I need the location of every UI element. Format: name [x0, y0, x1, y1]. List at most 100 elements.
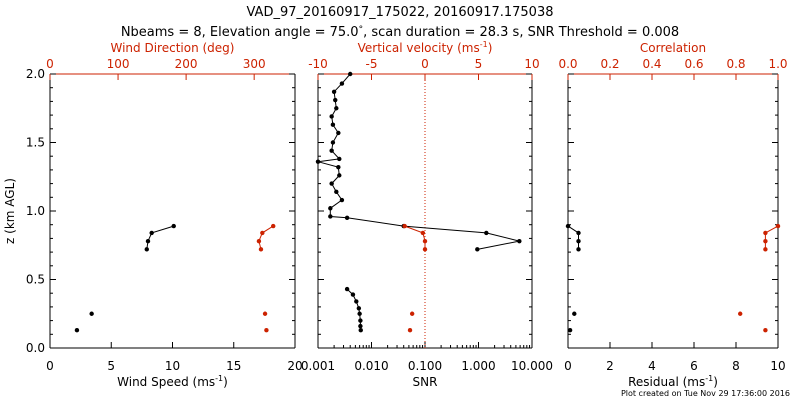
panel-1-x-label-part-2: ): [223, 375, 228, 389]
data-point: [358, 323, 363, 329]
panel-3-x-label-part-1: -1: [705, 374, 713, 383]
data-point: [422, 247, 428, 252]
data-point: [330, 122, 336, 127]
title-line2-degree: °: [359, 25, 364, 35]
x-tick-label: 10: [770, 359, 785, 373]
x-tick-label: 0.010: [354, 359, 388, 373]
data-point: [475, 247, 480, 252]
top-tick-label: -10: [308, 57, 328, 71]
data-point: [420, 230, 426, 236]
top-tick-label: 0: [421, 57, 429, 71]
data-point: [336, 164, 341, 170]
x-tick-label: 20: [287, 359, 302, 373]
series-line: [258, 225, 274, 250]
data-point: [329, 114, 334, 119]
x-tick-label: 2: [606, 359, 614, 373]
y-tick-label: 1.0: [26, 204, 45, 218]
data-point: [145, 238, 151, 244]
title-line2-part2: , scan duration = 28.3 s, SNR Threshold …: [363, 25, 679, 40]
data-point: [357, 311, 362, 316]
x-tick-label: 0: [564, 359, 572, 373]
top-tick-label: 0.6: [684, 57, 703, 71]
x-tick-label: 0: [46, 359, 54, 373]
x-tick-label: 4: [648, 359, 656, 373]
top-tick-label: 0.2: [600, 57, 619, 71]
top-tick-label: 200: [175, 57, 198, 71]
data-point: [576, 230, 581, 236]
data-point: [329, 181, 334, 186]
x-tick-label: 15: [226, 359, 241, 373]
x-tick-label: 8: [732, 359, 740, 373]
data-point: [74, 327, 80, 333]
data-point: [329, 148, 334, 153]
y-tick-label: 0.5: [26, 273, 45, 287]
data-point: [337, 173, 342, 178]
data-point: [348, 71, 353, 77]
data-point: [738, 311, 743, 316]
data-point: [339, 197, 345, 203]
y-tick-label: 0.0: [26, 341, 45, 355]
series-line: [146, 225, 174, 250]
data-point: [763, 238, 768, 244]
data-point: [356, 306, 362, 311]
panel-3-x-label-part-0: Residual (ms: [628, 375, 705, 389]
top-tick-label: 0: [46, 57, 54, 71]
data-point: [337, 156, 342, 162]
top-tick-label: 100: [107, 57, 130, 71]
data-point: [336, 130, 341, 136]
x-tick-label: 5: [107, 359, 115, 373]
top-tick-label: 10: [524, 57, 539, 71]
data-point: [171, 223, 176, 229]
x-tick-label: 0.100: [408, 359, 442, 373]
series-line: [764, 225, 779, 250]
data-point: [407, 327, 413, 333]
top-tick-label: 5: [475, 57, 483, 71]
data-point: [330, 140, 336, 145]
data-point: [328, 214, 333, 219]
x-tick-label: 0.001: [301, 359, 335, 373]
top-tick-label: 0.4: [642, 57, 661, 71]
top-tick-label: 0.8: [726, 57, 745, 71]
x-tick-label: 6: [690, 359, 698, 373]
data-point: [576, 238, 581, 244]
top-tick-label: 300: [243, 57, 266, 71]
data-point: [344, 215, 350, 221]
panel-2-top-label-part-2: ): [488, 41, 493, 55]
footer-timestamp: Plot created on Tue Nov 29 17:36:00 2016: [621, 389, 790, 398]
data-point: [422, 238, 428, 244]
panel-1-x-label-part-1: -1: [215, 374, 223, 383]
data-point: [409, 311, 415, 316]
x-tick-label: 10: [165, 359, 180, 373]
data-point: [572, 311, 577, 316]
data-point: [256, 238, 262, 244]
data-point: [350, 292, 356, 297]
data-point: [328, 206, 333, 211]
data-point: [149, 230, 154, 236]
panel-3-x-label: Residual (ms-1): [628, 374, 718, 389]
data-point: [358, 327, 363, 333]
panel-2-x-label: SNR: [413, 375, 438, 389]
data-point: [565, 223, 571, 229]
data-point: [334, 106, 339, 111]
series-line: [317, 73, 520, 250]
data-point: [567, 327, 573, 333]
data-point: [517, 238, 522, 244]
panel-1-x-label: Wind Speed (ms-1): [117, 374, 228, 389]
data-point: [260, 230, 265, 236]
data-point: [576, 247, 581, 252]
panel-3: 0 2 4 6 8 10 0.0 0.2 0.4 0.6 0.8 1.0 Residual (ms-1)…: [558, 41, 787, 389]
series-line: [404, 225, 426, 250]
y-tick-label: 1.5: [26, 136, 45, 150]
y-axis-label: z (km AGL): [3, 178, 17, 244]
top-tick-label: -5: [366, 57, 378, 71]
data-point: [763, 327, 768, 333]
data-point: [334, 189, 339, 195]
top-tick-label: 1.0: [768, 57, 787, 71]
title-line2-part1: Nbeams = 8, Elevation angle = 75.0: [121, 25, 359, 40]
data-point: [271, 223, 276, 229]
panel-3-top-label: Correlation: [640, 41, 706, 55]
panel-2: 0.001 0.010 0.100 1.000 10.000 -10 -5 0 5 10 SNR Ve…: [301, 40, 553, 389]
